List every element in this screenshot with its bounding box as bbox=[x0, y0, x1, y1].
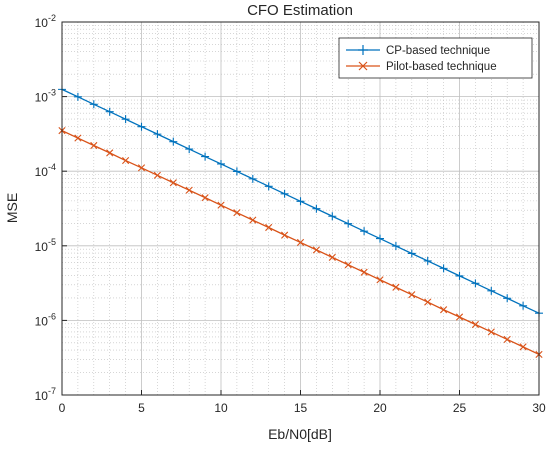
plus-marker-point bbox=[391, 242, 400, 251]
legend-label-pilot: Pilot-based technique bbox=[386, 61, 497, 73]
x-marker-point bbox=[90, 141, 98, 150]
x-marker-point bbox=[217, 201, 225, 209]
x-tick-label: 15 bbox=[294, 401, 308, 415]
x-tick-label: 10 bbox=[214, 401, 228, 415]
legend-label-cp: CP-based technique bbox=[386, 45, 490, 57]
x-marker-point bbox=[487, 328, 495, 336]
x-marker-point bbox=[153, 171, 161, 179]
plus-marker-point bbox=[455, 271, 464, 280]
x-marker-icon bbox=[358, 61, 368, 71]
x-marker-point bbox=[471, 320, 479, 329]
plus-marker-point bbox=[73, 92, 82, 101]
chart-title: CFO Estimation bbox=[247, 2, 353, 19]
plus-marker-point bbox=[328, 212, 337, 221]
x-marker-point bbox=[169, 179, 177, 187]
plus-marker-point bbox=[121, 115, 130, 124]
plus-marker-point bbox=[503, 294, 512, 303]
plus-marker-point bbox=[248, 174, 257, 183]
legend-box bbox=[338, 37, 533, 79]
y-tick-label: 10-3 bbox=[35, 88, 56, 105]
plus-marker-point bbox=[105, 107, 114, 116]
x-marker-point bbox=[503, 335, 511, 344]
x-marker-point bbox=[519, 343, 527, 351]
plus-marker-point bbox=[296, 197, 305, 206]
plus-marker-point bbox=[471, 279, 480, 288]
series-layer bbox=[58, 85, 543, 359]
x-marker-point bbox=[328, 253, 336, 261]
legend: CP-based technique Pilot-based technique bbox=[338, 37, 533, 79]
y-tick-label: 10-2 bbox=[35, 13, 56, 30]
plus-marker-point bbox=[360, 227, 369, 236]
plus-marker-point bbox=[344, 219, 353, 228]
plus-marker-point bbox=[439, 264, 448, 273]
y-tick-label: 10-6 bbox=[35, 311, 56, 328]
x-marker-point bbox=[392, 283, 400, 291]
x-tick-label: 30 bbox=[532, 401, 546, 415]
x-marker-point bbox=[296, 238, 305, 247]
x-marker-point bbox=[201, 194, 209, 202]
plus-marker-point bbox=[280, 189, 289, 198]
x-marker-point bbox=[74, 134, 82, 142]
axis-ticks: 0 5 10 15 20 25 30 10-7 10-6 10-5 10-4 10-3 10-2 bbox=[35, 13, 546, 415]
plus-marker-point bbox=[137, 122, 146, 131]
y-axis-label: MSE bbox=[4, 193, 20, 223]
plus-marker-point bbox=[376, 234, 384, 243]
x-marker-point bbox=[408, 291, 416, 299]
plus-marker-point bbox=[312, 204, 321, 213]
plus-marker-point bbox=[185, 145, 194, 154]
x-marker-point bbox=[424, 298, 432, 306]
x-marker-point bbox=[233, 209, 241, 217]
y-tick-label: 10-4 bbox=[35, 162, 56, 179]
x-tick-label: 20 bbox=[373, 401, 387, 415]
y-tick-label: 10-7 bbox=[35, 386, 56, 403]
plus-marker-point bbox=[201, 152, 210, 161]
x-tick-label: 25 bbox=[453, 401, 467, 415]
x-marker-point bbox=[137, 164, 146, 172]
x-marker-point bbox=[249, 216, 257, 224]
x-marker-point bbox=[185, 186, 193, 194]
plus-marker-point bbox=[89, 100, 98, 109]
plus-marker-point bbox=[264, 182, 273, 191]
x-marker-point bbox=[122, 156, 130, 165]
x-tick-label: 5 bbox=[138, 401, 145, 415]
plus-marker-point bbox=[519, 301, 528, 310]
plus-marker-point bbox=[217, 159, 225, 168]
plus-marker-point bbox=[153, 130, 162, 139]
y-tick-label: 10-5 bbox=[35, 237, 56, 254]
x-marker-point bbox=[312, 246, 320, 254]
x-marker-point bbox=[265, 223, 273, 232]
plus-marker-point bbox=[423, 256, 432, 265]
x-marker-point bbox=[376, 276, 384, 284]
x-marker-point bbox=[440, 306, 448, 314]
plus-marker-point bbox=[232, 167, 241, 176]
x-axis-label: Eb/N0[dB] bbox=[268, 426, 332, 442]
x-marker-point bbox=[106, 149, 114, 157]
x-marker-point bbox=[360, 268, 368, 276]
x-marker-point bbox=[455, 313, 464, 321]
plus-marker-icon bbox=[358, 45, 368, 55]
x-tick-label: 0 bbox=[59, 401, 66, 415]
plus-marker-point bbox=[407, 249, 416, 258]
x-marker-point bbox=[281, 231, 289, 239]
plus-marker-point bbox=[487, 286, 496, 295]
plus-marker-point bbox=[169, 137, 178, 146]
x-marker-point bbox=[344, 261, 352, 269]
